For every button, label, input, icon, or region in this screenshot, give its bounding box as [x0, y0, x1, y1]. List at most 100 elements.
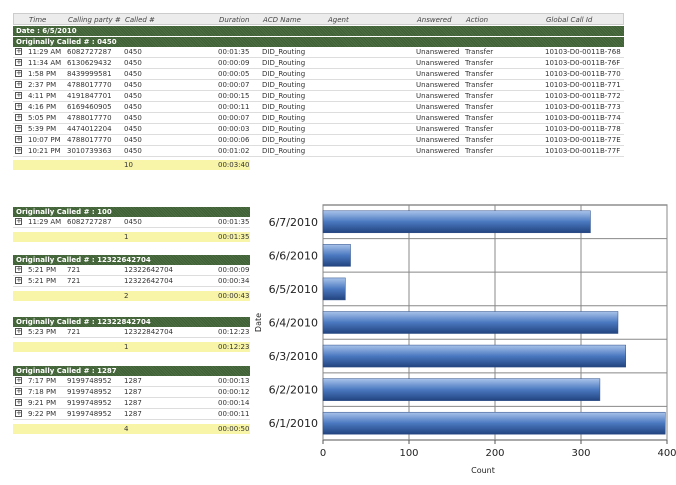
cell: 721 [67, 266, 81, 274]
call-group: Originally Called # : 1287 +7:17 PM 919974… [13, 366, 250, 434]
cell: 10103-D0-0011B-771 [545, 81, 621, 89]
cell: DID_Routing [262, 114, 306, 122]
cell: 00:01:35 [218, 48, 250, 56]
table-row: +7:18 PM 9199748952 1287 00:00:12 [13, 387, 250, 398]
y-tick-label: 6/2/2010 [269, 384, 318, 397]
cell: DID_Routing [262, 59, 306, 67]
column-header[interactable]: Agent [328, 16, 349, 24]
table-row: +1:58 PM 8439999581 0450 00:00:05 DID_Routin… [13, 69, 624, 80]
expand-icon[interactable]: + [15, 58, 22, 66]
cell: DID_Routing [262, 48, 306, 56]
cell: Unanswered [416, 136, 460, 144]
cell: Transfer [465, 147, 494, 155]
date-group-header[interactable]: Date : 6/5/2010 [13, 26, 624, 36]
expand-icon[interactable]: + [15, 80, 22, 88]
expand-icon[interactable]: + [15, 387, 22, 395]
cell: 6130629432 [67, 59, 112, 67]
cell: 9:21 PM [28, 399, 57, 407]
group-count: 10 [124, 161, 133, 169]
table-row: +5:21 PM 721 12322642704 00:00:34 [13, 276, 250, 287]
expand-icon[interactable]: + [15, 91, 22, 99]
cell: 00:00:12 [218, 388, 250, 396]
table-row: +5:23 PM 721 12322842704 00:12:23 [13, 327, 250, 338]
expand-icon[interactable]: + [15, 409, 22, 417]
bar [322, 244, 351, 267]
cell: 10103-D0-0011B-77F [545, 147, 621, 155]
call-group: Originally Called # : 12322842704 +5:23 P… [13, 317, 250, 352]
table-row: +11:29 AM 6082727287 0450 00:01:35 DID_Routi… [13, 47, 624, 58]
column-header[interactable]: Global Call Id [546, 16, 593, 24]
cell: 4:11 PM [28, 92, 57, 100]
group-total: 00:01:35 [218, 233, 250, 241]
expand-icon[interactable]: + [15, 276, 22, 284]
cell: 4788017770 [67, 81, 112, 89]
expand-icon[interactable]: + [15, 376, 22, 384]
cell: 10103-D0-0011B-772 [545, 92, 621, 100]
cell: Transfer [465, 125, 494, 133]
cell: 0450 [124, 114, 142, 122]
y-tick-label: 6/5/2010 [269, 283, 318, 296]
cell: 10:21 PM [28, 147, 61, 155]
cell: 7:17 PM [28, 377, 57, 385]
x-tick-label: 300 [571, 448, 590, 459]
group-total: 00:12:23 [218, 343, 250, 351]
cell: 4788017770 [67, 114, 112, 122]
cell: Unanswered [416, 125, 460, 133]
table-row: +5:05 PM 4788017770 0450 00:00:07 DID_Routin… [13, 113, 624, 124]
expand-icon[interactable]: + [15, 217, 22, 225]
cell: Transfer [465, 114, 494, 122]
expand-icon[interactable]: + [15, 135, 22, 143]
cell: 0450 [124, 218, 142, 226]
bar [322, 210, 591, 234]
column-header[interactable]: Called # [125, 16, 155, 24]
expand-icon[interactable]: + [15, 113, 22, 121]
cell: 10103-D0-0011B-773 [545, 103, 621, 111]
cell: Unanswered [416, 48, 460, 56]
y-tick-label: 6/4/2010 [269, 317, 318, 330]
call-group: Originally Called # : 100 +11:29 AM 608272… [13, 207, 250, 242]
expand-icon[interactable]: + [15, 398, 22, 406]
column-header[interactable]: Time [29, 16, 47, 24]
expand-icon[interactable]: + [15, 47, 22, 55]
cell: 8439999581 [67, 70, 112, 78]
group-count: 4 [124, 425, 129, 433]
expand-icon[interactable]: + [15, 102, 22, 110]
cell: 9:22 PM [28, 410, 57, 418]
cell: DID_Routing [262, 81, 306, 89]
column-header[interactable]: Duration [219, 16, 250, 24]
cell: 4788017770 [67, 136, 112, 144]
bar-chart: 0 100 200 300 400 6/1/2010 6/2/2010 6/3/2010 6/4… [254, 204, 676, 475]
table-row: +4:11 PM 4191847701 0450 00:00:15 DID_Routin… [13, 91, 624, 102]
column-header[interactable]: Answered [417, 16, 452, 24]
cell: Transfer [465, 92, 494, 100]
column-header[interactable]: ACD Name [263, 16, 301, 24]
group-header[interactable]: Originally Called # : 1287 [13, 366, 250, 376]
column-header[interactable]: Action [466, 16, 489, 24]
cell: 0450 [124, 92, 142, 100]
table-row: +10:07 PM 4788017770 0450 00:00:06 DID_Routi… [13, 135, 624, 146]
table-row: +11:29 AM 6082727287 0450 00:01:35 [13, 217, 250, 228]
column-header-row: Time Calling party # Called # Duration ACD N… [13, 13, 624, 25]
expand-icon[interactable]: + [15, 69, 22, 77]
column-header[interactable]: Calling party # [68, 16, 121, 24]
call-group: Originally Called # : 12322642704 +5:21 P… [13, 255, 250, 301]
cell: Transfer [465, 70, 494, 78]
group-count: 1 [124, 343, 129, 351]
group-header[interactable]: Originally Called # : 12322642704 [13, 255, 250, 265]
cell: 0450 [124, 48, 142, 56]
group-header[interactable]: Originally Called # : 0450 [13, 37, 624, 47]
cell: 00:00:11 [218, 103, 250, 111]
group-header[interactable]: Originally Called # : 100 [13, 207, 250, 217]
cell: Transfer [465, 103, 494, 111]
expand-icon[interactable]: + [15, 146, 22, 154]
group-header[interactable]: Originally Called # : 12322842704 [13, 317, 250, 327]
expand-icon[interactable]: + [15, 327, 22, 335]
group-total: 00:03:40 [218, 161, 250, 169]
expand-icon[interactable]: + [15, 265, 22, 273]
table-row: +7:17 PM 9199748952 1287 00:00:13 [13, 376, 250, 387]
cell: Transfer [465, 81, 494, 89]
cell: 00:00:13 [218, 377, 250, 385]
expand-icon[interactable]: + [15, 124, 22, 132]
cell: 10103-D0-0011B-76F [545, 59, 621, 67]
cell: Unanswered [416, 92, 460, 100]
